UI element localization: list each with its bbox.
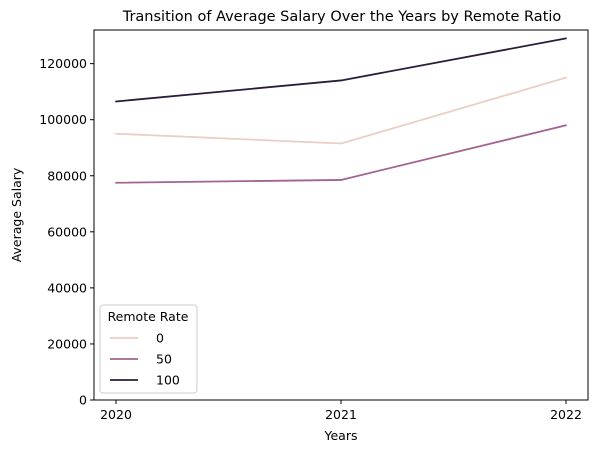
series-line-100 <box>115 37 567 103</box>
y-tick-label: 40000 <box>47 280 87 295</box>
y-tick-label: 100000 <box>39 112 87 127</box>
x-tick-label: 2021 <box>325 407 357 422</box>
legend: Remote Rate 0 50 100 <box>99 304 198 394</box>
legend-items: 0 50 100 <box>110 331 180 388</box>
y-axis: 0 20000 40000 60000 80000 100000 120000 <box>39 56 94 408</box>
legend-label-100: 100 <box>156 373 180 388</box>
y-tick-label: 20000 <box>47 336 87 351</box>
y-tick-label: 0 <box>79 393 87 408</box>
x-axis-label: Years <box>324 428 358 443</box>
y-tick-label: 80000 <box>47 168 87 183</box>
legend-box <box>99 304 198 394</box>
y-tick-label: 120000 <box>39 56 87 71</box>
legend-label-50: 50 <box>156 352 172 367</box>
chart-title: Transition of Average Salary Over the Ye… <box>122 9 562 25</box>
x-tick-label: 2020 <box>100 407 132 422</box>
y-tick-label: 60000 <box>47 224 87 239</box>
legend-label-0: 0 <box>156 331 164 346</box>
y-axis-label: Average Salary <box>9 167 24 262</box>
legend-title: Remote Rate <box>108 309 189 324</box>
x-tick-label: 2022 <box>550 407 582 422</box>
series-line-50 <box>115 124 567 184</box>
series-line-0 <box>115 76 567 145</box>
x-axis: 2020 2021 2022 <box>100 400 582 422</box>
series-lines <box>115 37 567 184</box>
